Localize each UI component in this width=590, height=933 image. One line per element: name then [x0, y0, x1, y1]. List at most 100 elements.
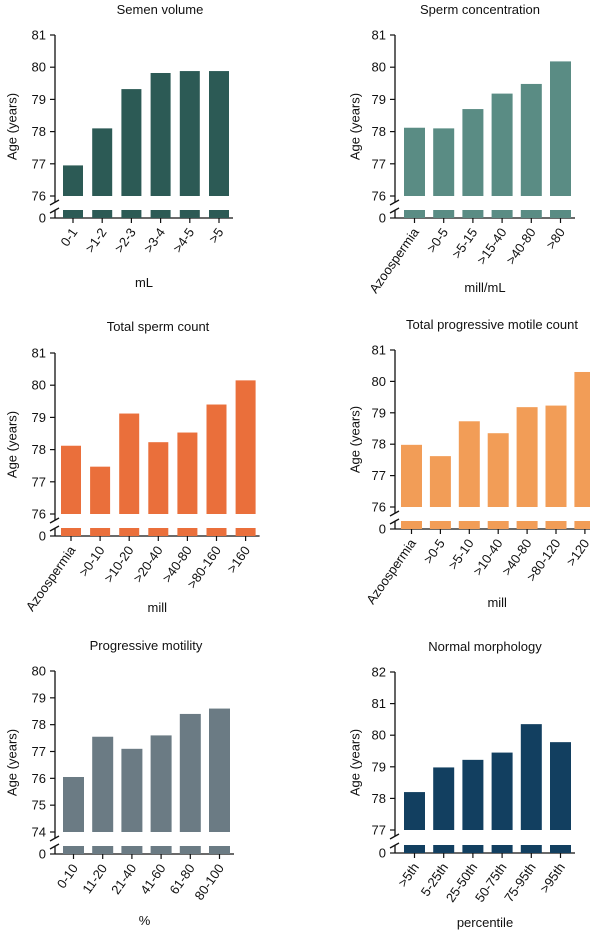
bar [550, 742, 571, 830]
x-tick-label: >40-80 [503, 225, 539, 267]
bar [148, 442, 169, 514]
bar-stub [520, 210, 542, 218]
bar [404, 127, 425, 196]
y-tick-label: 80 [32, 378, 46, 393]
bar-stub [121, 846, 143, 854]
bar-stub [550, 845, 571, 853]
bar [63, 165, 83, 196]
y-tick-label: 75 [32, 798, 46, 813]
bar [235, 380, 256, 514]
y-tick-label: 78 [32, 717, 46, 732]
bar-stub [61, 528, 81, 536]
bar-stub [92, 210, 113, 218]
y-tick-label: 78 [32, 124, 46, 139]
y-tick-label: 80 [32, 664, 46, 679]
chart-title: Sperm concentration [420, 2, 540, 17]
bar-stub [491, 845, 513, 853]
axis-break-mark [389, 510, 400, 517]
y-tick-label-zero: 0 [379, 846, 386, 861]
bar-stub [121, 210, 142, 218]
y-tick-label-zero: 0 [379, 211, 386, 226]
bar [179, 71, 200, 196]
x-tick-label: >5th [395, 860, 422, 890]
x-tick-label: >95th [537, 860, 568, 896]
y-tick-label: 79 [372, 405, 386, 420]
bar [177, 432, 198, 514]
y-axis-label: Age (years) [4, 93, 19, 160]
bar [401, 444, 422, 507]
y-tick-label: 76 [372, 189, 386, 204]
x-tick-label: >15-40 [474, 225, 510, 267]
bar [574, 371, 590, 507]
bar [92, 736, 114, 832]
bar [121, 748, 143, 832]
bar-stub [462, 210, 484, 218]
bar [121, 89, 142, 196]
bar-stub [458, 521, 480, 529]
y-tick-label-zero: 0 [379, 522, 386, 537]
x-tick-label: 0-1 [57, 225, 80, 249]
chart-title: Progressive motility [90, 638, 203, 653]
bar [550, 61, 571, 197]
bar-stub [148, 528, 169, 536]
bar-stub [119, 528, 140, 536]
y-tick-label: 80 [32, 60, 46, 75]
bar [462, 759, 484, 830]
y-tick-label: 79 [372, 92, 386, 107]
bar [433, 767, 455, 830]
bar-stub [92, 846, 114, 854]
bar-stub [574, 521, 590, 529]
bar-stub [404, 845, 425, 853]
chart-title: Normal morphology [428, 639, 542, 654]
x-axis-label: percentile [457, 915, 513, 930]
axis-break-mark [389, 199, 400, 206]
y-tick-label: 76 [32, 189, 46, 204]
bar [150, 72, 171, 196]
y-tick-label: 77 [372, 823, 386, 838]
x-axis-label: % [139, 913, 151, 928]
bar [206, 404, 227, 514]
bar-stub [150, 210, 171, 218]
x-tick-label: >10-40 [470, 536, 506, 578]
bar-stub [520, 845, 542, 853]
y-tick-label: 81 [32, 28, 46, 43]
y-axis-label: Age (years) [347, 93, 362, 160]
chart-panel: Total progressive motile count Age (years… [347, 317, 590, 610]
x-tick-label: >160 [224, 543, 253, 576]
bar-stub [433, 210, 455, 218]
chart-panel: Normal morphology Age (years) 77 78 79 80 81 82… [347, 639, 575, 930]
x-tick-label: 80-100 [191, 861, 227, 903]
x-tick-label: >80 [543, 225, 568, 252]
y-tick-label: 79 [372, 759, 386, 774]
y-tick-label: 74 [32, 825, 46, 840]
y-axis-label: Age (years) [347, 729, 362, 796]
bar [92, 128, 113, 196]
x-tick-label: >120 [563, 536, 590, 569]
bar [520, 83, 542, 196]
y-tick-label: 77 [32, 156, 46, 171]
bar [516, 407, 538, 507]
y-tick-label: 77 [32, 474, 46, 489]
bar [458, 421, 480, 507]
chart-title: Total sperm count [107, 319, 210, 334]
bar [404, 792, 425, 830]
bar [209, 71, 229, 196]
chart-panel: Total sperm count Age (years) 76 77 78 79 80 81… [4, 319, 260, 615]
y-tick-label: 78 [372, 791, 386, 806]
bar-stub [179, 210, 200, 218]
y-axis-label: Age (years) [4, 729, 19, 796]
x-tick-label: >5 [206, 225, 227, 246]
bar [491, 93, 513, 196]
x-tick-label: Azoospermia [363, 535, 419, 606]
bar-stub [206, 528, 227, 536]
x-tick-label: 21-40 [108, 861, 139, 897]
axis-break-mark [389, 833, 400, 840]
bar [520, 724, 542, 830]
bar [462, 109, 484, 196]
x-axis-label: mill/mL [464, 280, 505, 295]
bar [63, 776, 84, 832]
x-tick-label: Azoospermia [23, 542, 79, 613]
y-tick-label: 78 [372, 124, 386, 139]
bar-stub [404, 210, 425, 218]
